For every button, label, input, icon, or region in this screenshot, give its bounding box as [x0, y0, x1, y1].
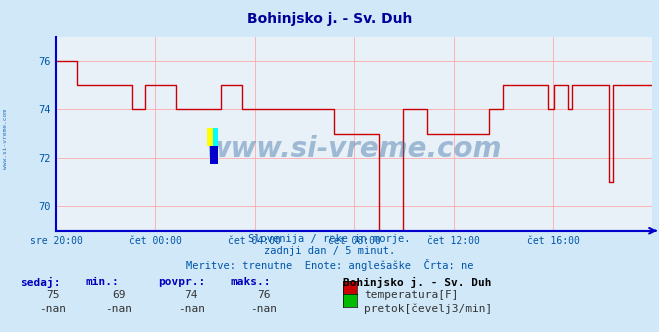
Text: -nan: -nan — [250, 304, 277, 314]
Text: Slovenija / reke in morje.: Slovenija / reke in morje. — [248, 234, 411, 244]
Text: zadnji dan / 5 minut.: zadnji dan / 5 minut. — [264, 246, 395, 256]
Text: povpr.:: povpr.: — [158, 277, 206, 287]
Bar — [207, 127, 213, 146]
Text: 75: 75 — [46, 290, 59, 300]
Text: -nan: -nan — [40, 304, 66, 314]
Text: Meritve: trenutne  Enote: anglešaške  Črta: ne: Meritve: trenutne Enote: anglešaške Črta… — [186, 259, 473, 271]
Text: temperatura[F]: temperatura[F] — [364, 290, 458, 300]
Bar — [213, 127, 218, 146]
Text: maks.:: maks.: — [231, 277, 271, 287]
Text: www.si-vreme.com: www.si-vreme.com — [3, 110, 8, 169]
Text: www.si-vreme.com: www.si-vreme.com — [206, 135, 502, 163]
Text: -nan: -nan — [105, 304, 132, 314]
Text: min.:: min.: — [86, 277, 119, 287]
Text: 74: 74 — [185, 290, 198, 300]
Text: Bohinjsko j. - Sv. Duh: Bohinjsko j. - Sv. Duh — [247, 12, 412, 26]
Text: -nan: -nan — [178, 304, 204, 314]
Text: sedaj:: sedaj: — [20, 277, 60, 288]
Text: 76: 76 — [257, 290, 270, 300]
Text: Bohinjsko j. - Sv. Duh: Bohinjsko j. - Sv. Duh — [343, 277, 491, 288]
Text: 69: 69 — [112, 290, 125, 300]
Text: pretok[čevelj3/min]: pretok[čevelj3/min] — [364, 304, 492, 314]
Bar — [210, 146, 218, 164]
